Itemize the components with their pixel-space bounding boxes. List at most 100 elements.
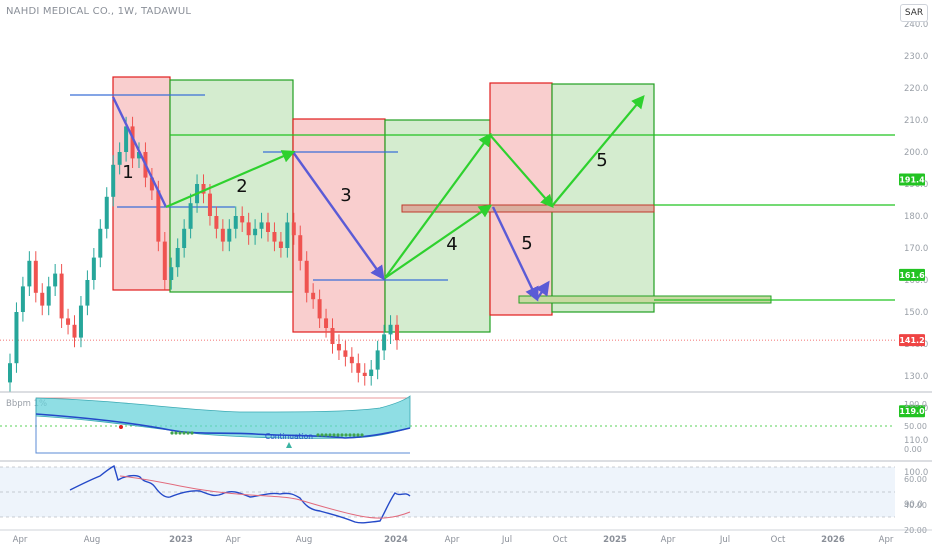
candle-body bbox=[233, 216, 238, 229]
candle-body bbox=[78, 305, 83, 338]
price-tick: 180.0 bbox=[904, 212, 928, 222]
candle-body bbox=[388, 324, 393, 335]
candle bbox=[388, 315, 393, 344]
candle bbox=[259, 212, 264, 239]
candle bbox=[72, 315, 77, 348]
bbpct-tick: 0.00 bbox=[904, 445, 922, 454]
candle-body bbox=[111, 164, 116, 197]
candle-body bbox=[336, 344, 341, 351]
candle-body bbox=[59, 273, 64, 319]
zone-3 bbox=[292, 118, 386, 333]
candle-body bbox=[137, 152, 141, 159]
bbpct-dot bbox=[356, 433, 360, 437]
candle-body bbox=[395, 324, 399, 341]
candle bbox=[311, 283, 316, 309]
time-tick: Aug bbox=[84, 535, 101, 545]
price-tick: 160.0 bbox=[904, 276, 928, 286]
resistance-box bbox=[401, 204, 655, 213]
bbpct-dot bbox=[344, 433, 348, 437]
bbpct-dot bbox=[328, 433, 332, 437]
price-tick: 200.0 bbox=[904, 148, 928, 158]
candle bbox=[253, 219, 258, 245]
price-tick: 150.0 bbox=[904, 308, 928, 318]
candle bbox=[220, 219, 225, 252]
zone-2 bbox=[169, 79, 294, 293]
price-tag-text: 161.6 bbox=[899, 271, 925, 280]
candle bbox=[336, 334, 341, 360]
candle bbox=[356, 353, 361, 383]
candle bbox=[20, 276, 25, 322]
blue-arrow-3 bbox=[491, 206, 539, 302]
bbpct-dot bbox=[316, 433, 320, 437]
price-tag: 119.0 bbox=[899, 405, 925, 418]
candle-body bbox=[220, 228, 225, 242]
candle bbox=[227, 219, 232, 252]
candle bbox=[304, 251, 309, 303]
price-tag-bg bbox=[899, 268, 925, 281]
candle-body bbox=[343, 350, 348, 357]
candle bbox=[14, 302, 19, 373]
currency-button[interactable]: SAR bbox=[900, 4, 928, 22]
candle-body bbox=[324, 318, 329, 328]
rsi-signal-line bbox=[119, 475, 411, 519]
continuation-marker bbox=[286, 442, 292, 448]
bbpct-dot bbox=[186, 431, 190, 435]
candle-body bbox=[169, 267, 174, 280]
candle bbox=[233, 206, 238, 239]
bbpct-line bbox=[35, 413, 411, 439]
candle-body bbox=[227, 228, 232, 242]
candle-body bbox=[285, 222, 290, 248]
candle bbox=[291, 212, 296, 245]
blue-arrow-2 bbox=[292, 151, 385, 281]
candle bbox=[182, 219, 187, 258]
candle-body bbox=[162, 241, 167, 280]
candle bbox=[85, 270, 90, 316]
bbpct-dot bbox=[178, 431, 182, 435]
candle bbox=[343, 340, 348, 367]
time-tick: Apr bbox=[226, 535, 241, 545]
candle bbox=[149, 168, 154, 200]
price-tag-text: 141.2 bbox=[899, 336, 924, 345]
bbpct-dot bbox=[320, 433, 324, 437]
price-tag: 161.6 bbox=[899, 268, 925, 281]
bbpct-tick: 50.00 bbox=[904, 422, 927, 431]
candle-body bbox=[330, 328, 335, 344]
candle-body bbox=[382, 334, 387, 351]
candle-body bbox=[27, 260, 32, 287]
wave-label-4: 4 bbox=[446, 234, 457, 255]
candle bbox=[330, 318, 335, 354]
candle bbox=[78, 296, 83, 348]
zone-5a bbox=[489, 82, 553, 316]
candle-body bbox=[124, 126, 129, 152]
candle bbox=[214, 206, 219, 239]
candle bbox=[98, 219, 103, 268]
candle-body bbox=[246, 222, 251, 236]
wave-label-5: 5 bbox=[521, 233, 532, 254]
price-tag-bg bbox=[899, 405, 925, 418]
green-arrow-2 bbox=[384, 132, 492, 279]
bbpct-dot bbox=[324, 433, 328, 437]
zone-5b bbox=[551, 83, 655, 313]
candle bbox=[324, 308, 329, 338]
candle-body bbox=[356, 363, 361, 373]
candle bbox=[369, 360, 374, 386]
candle-body bbox=[33, 260, 38, 293]
time-tick: Oct bbox=[553, 535, 568, 545]
candle bbox=[104, 187, 109, 239]
candle-body bbox=[46, 286, 51, 306]
green-arrow-1 bbox=[165, 150, 296, 209]
time-tick: 2023 bbox=[169, 535, 193, 545]
bbpct-dot bbox=[340, 433, 344, 437]
candle-body bbox=[8, 363, 12, 383]
candle bbox=[246, 212, 251, 245]
candle bbox=[53, 264, 58, 296]
time-tick: Apr bbox=[445, 535, 460, 545]
wave-label-3: 3 bbox=[340, 185, 351, 206]
candle bbox=[162, 232, 167, 290]
price-tag-bg bbox=[899, 334, 925, 347]
candle-body bbox=[14, 312, 19, 364]
candle bbox=[40, 283, 45, 316]
candle bbox=[91, 248, 96, 290]
candle-body bbox=[278, 241, 283, 248]
